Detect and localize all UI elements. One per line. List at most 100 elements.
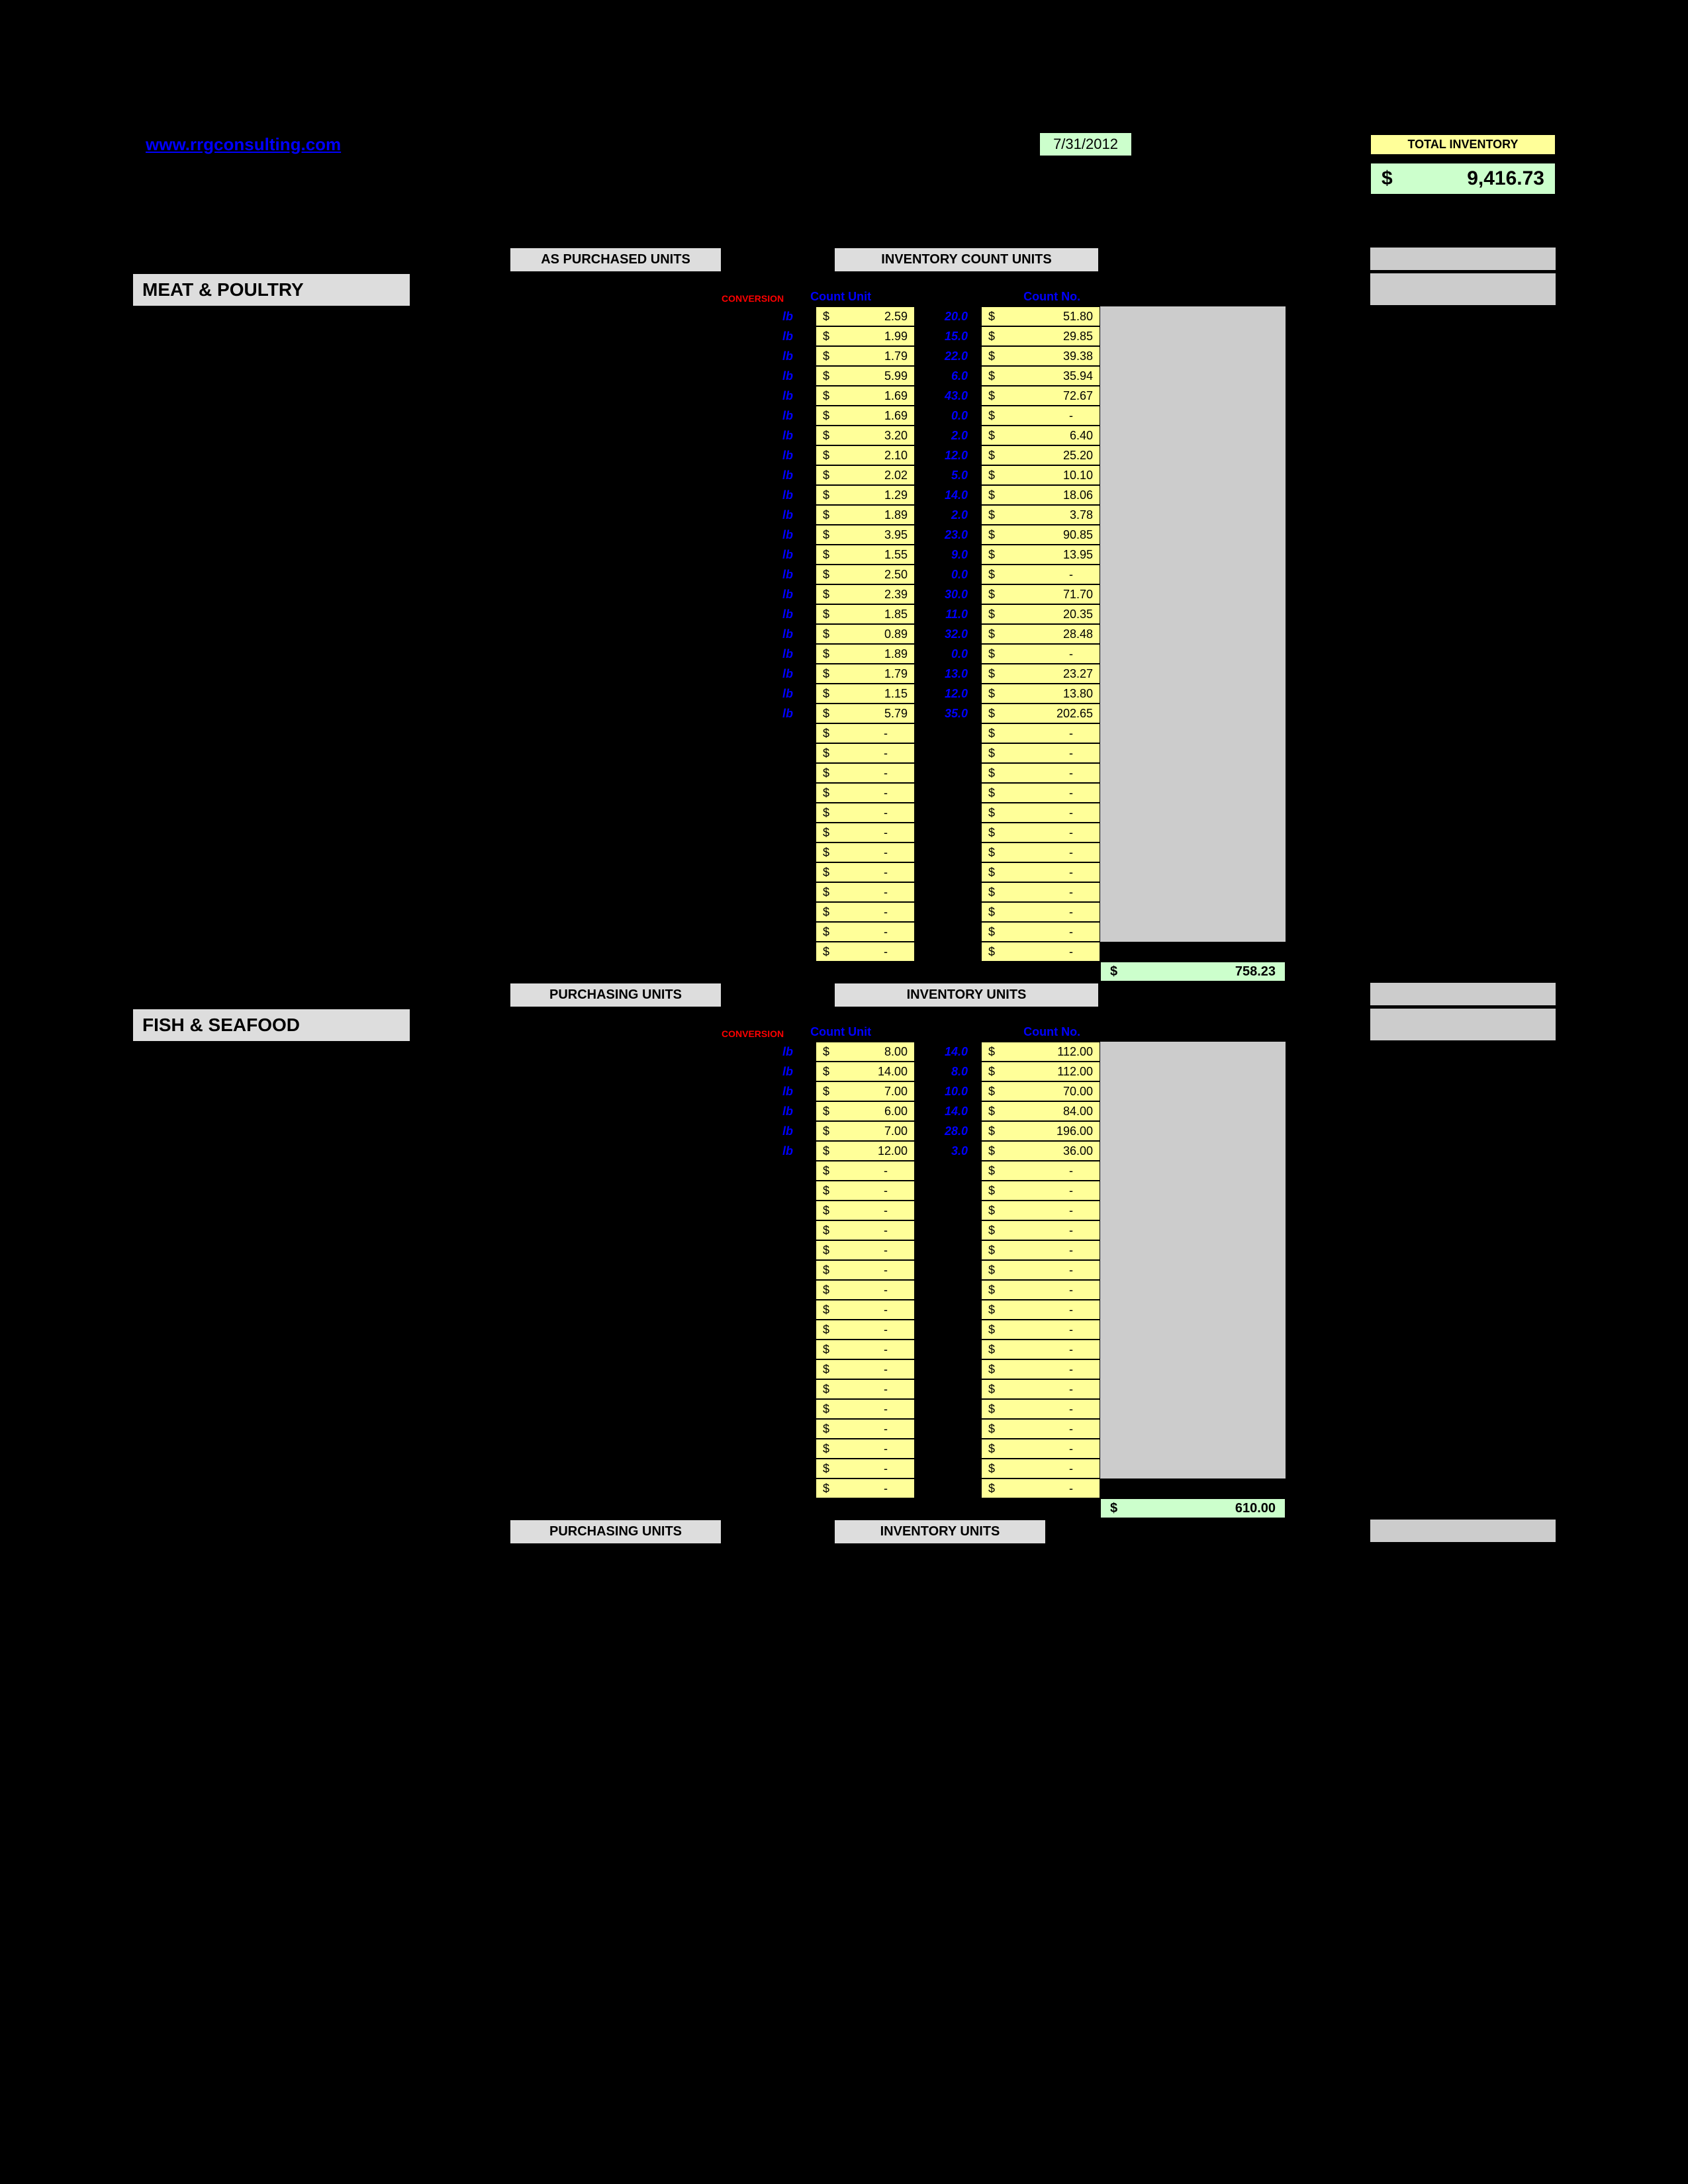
grey-side-hdr	[1370, 248, 1556, 270]
side-cell	[1100, 1181, 1286, 1201]
table-row: lb $1.69 43.0 $72.67	[132, 386, 1556, 406]
category-row: FISH & SEAFOOD CONVERSION Count Unit Cou…	[132, 1009, 1556, 1042]
unit-cell	[776, 1161, 816, 1181]
unit-cell: lb	[776, 1081, 816, 1101]
side-cell	[1100, 525, 1286, 545]
subtotal-box: $610.00	[1100, 1498, 1286, 1518]
ext-cell: $35.94	[981, 366, 1100, 386]
table-row: lb $1.99 15.0 $29.85	[132, 326, 1556, 346]
ext-cell: $-	[981, 882, 1100, 902]
count-cell: 32.0	[915, 624, 981, 644]
side-cell	[1100, 1260, 1286, 1280]
count-cell: 0.0	[915, 644, 981, 664]
price-cell: $-	[816, 862, 915, 882]
unit-cell: lb	[776, 346, 816, 366]
unit-cell	[776, 1300, 816, 1320]
ext-cell: $-	[981, 723, 1100, 743]
side-cell	[1100, 882, 1286, 902]
unit-cell: lb	[776, 704, 816, 723]
side-cell	[1100, 565, 1286, 584]
price-cell: $-	[816, 1181, 915, 1201]
grey-side-footer	[1370, 1520, 1556, 1542]
unit-cell	[776, 743, 816, 763]
unit-cell	[776, 1379, 816, 1399]
count-unit-label: Count Unit	[810, 290, 871, 306]
unit-cell	[776, 1479, 816, 1498]
unit-cell: lb	[776, 386, 816, 406]
table-row: lb $1.79 13.0 $23.27	[132, 664, 1556, 684]
side-cell	[1100, 545, 1286, 565]
ext-cell: $-	[981, 1459, 1100, 1479]
count-cell: 5.0	[915, 465, 981, 485]
conversion-label: CONVERSION	[722, 293, 784, 306]
count-no-label: Count No.	[1023, 290, 1080, 306]
unit-cell	[776, 1359, 816, 1379]
count-cell: 8.0	[915, 1062, 981, 1081]
side-cell	[1100, 505, 1286, 525]
ext-cell: $-	[981, 862, 1100, 882]
side-cell	[1100, 763, 1286, 783]
count-cell	[915, 723, 981, 743]
table-row: lb $2.50 0.0 $-	[132, 565, 1556, 584]
table-row: $- $-	[132, 803, 1556, 823]
unit-cell: lb	[776, 1101, 816, 1121]
ext-cell: $-	[981, 1260, 1100, 1280]
unit-cell	[776, 902, 816, 922]
table-row: $- $-	[132, 1459, 1556, 1479]
price-cell: $1.79	[816, 664, 915, 684]
unit-cell	[776, 1220, 816, 1240]
table-row: lb $1.15 12.0 $13.80	[132, 684, 1556, 704]
side-cell	[1100, 465, 1286, 485]
price-cell: $5.79	[816, 704, 915, 723]
price-cell: $3.95	[816, 525, 915, 545]
header-row: www.rrgconsulting.com 7/31/2012 TOTAL IN…	[132, 132, 1556, 156]
table-row: $- $-	[132, 922, 1556, 942]
price-cell: $-	[816, 1359, 915, 1379]
unit-cell	[776, 823, 816, 842]
table-row: $- $-	[132, 1240, 1556, 1260]
side-cell	[1100, 942, 1286, 962]
side-cell	[1100, 684, 1286, 704]
total-inventory-value: $ 9,416.73	[1370, 163, 1556, 195]
count-cell	[915, 902, 981, 922]
unit-cell	[776, 1399, 816, 1419]
unit-cell: lb	[776, 326, 816, 346]
ext-cell: $-	[981, 1300, 1100, 1320]
side-cell	[1100, 644, 1286, 664]
table-row: $- $-	[132, 1300, 1556, 1320]
count-cell: 3.0	[915, 1141, 981, 1161]
left-header: AS PURCHASED UNITS	[510, 248, 722, 272]
count-cell	[915, 1300, 981, 1320]
price-cell: $-	[816, 823, 915, 842]
count-cell	[915, 1379, 981, 1399]
table-row: $- $-	[132, 862, 1556, 882]
side-cell	[1100, 445, 1286, 465]
ext-cell: $-	[981, 1379, 1100, 1399]
table-row: $- $-	[132, 1220, 1556, 1240]
unit-cell: lb	[776, 366, 816, 386]
url-link[interactable]: www.rrgconsulting.com	[146, 134, 341, 155]
category-row: MEAT & POULTRY CONVERSION Count Unit Cou…	[132, 273, 1556, 306]
side-cell	[1100, 1419, 1286, 1439]
price-cell: $1.99	[816, 326, 915, 346]
unit-cell: lb	[776, 505, 816, 525]
count-cell	[915, 1201, 981, 1220]
price-cell: $8.00	[816, 1042, 915, 1062]
right-header: INVENTORY COUNT UNITS	[834, 248, 1099, 272]
side-cell	[1100, 1340, 1286, 1359]
unit-cell	[776, 1260, 816, 1280]
grey-side-hdr	[1370, 983, 1556, 1005]
side-cell	[1100, 1379, 1286, 1399]
ext-cell: $29.85	[981, 326, 1100, 346]
unit-cell: lb	[776, 465, 816, 485]
table-row: $- $-	[132, 723, 1556, 743]
count-cell: 22.0	[915, 346, 981, 366]
unit-cell: lb	[776, 584, 816, 604]
table-row: lb $2.02 5.0 $10.10	[132, 465, 1556, 485]
side-cell	[1100, 584, 1286, 604]
count-cell	[915, 1260, 981, 1280]
count-cell	[915, 1161, 981, 1181]
price-cell: $-	[816, 1419, 915, 1439]
table-row: $- $-	[132, 1320, 1556, 1340]
ext-cell: $196.00	[981, 1121, 1100, 1141]
